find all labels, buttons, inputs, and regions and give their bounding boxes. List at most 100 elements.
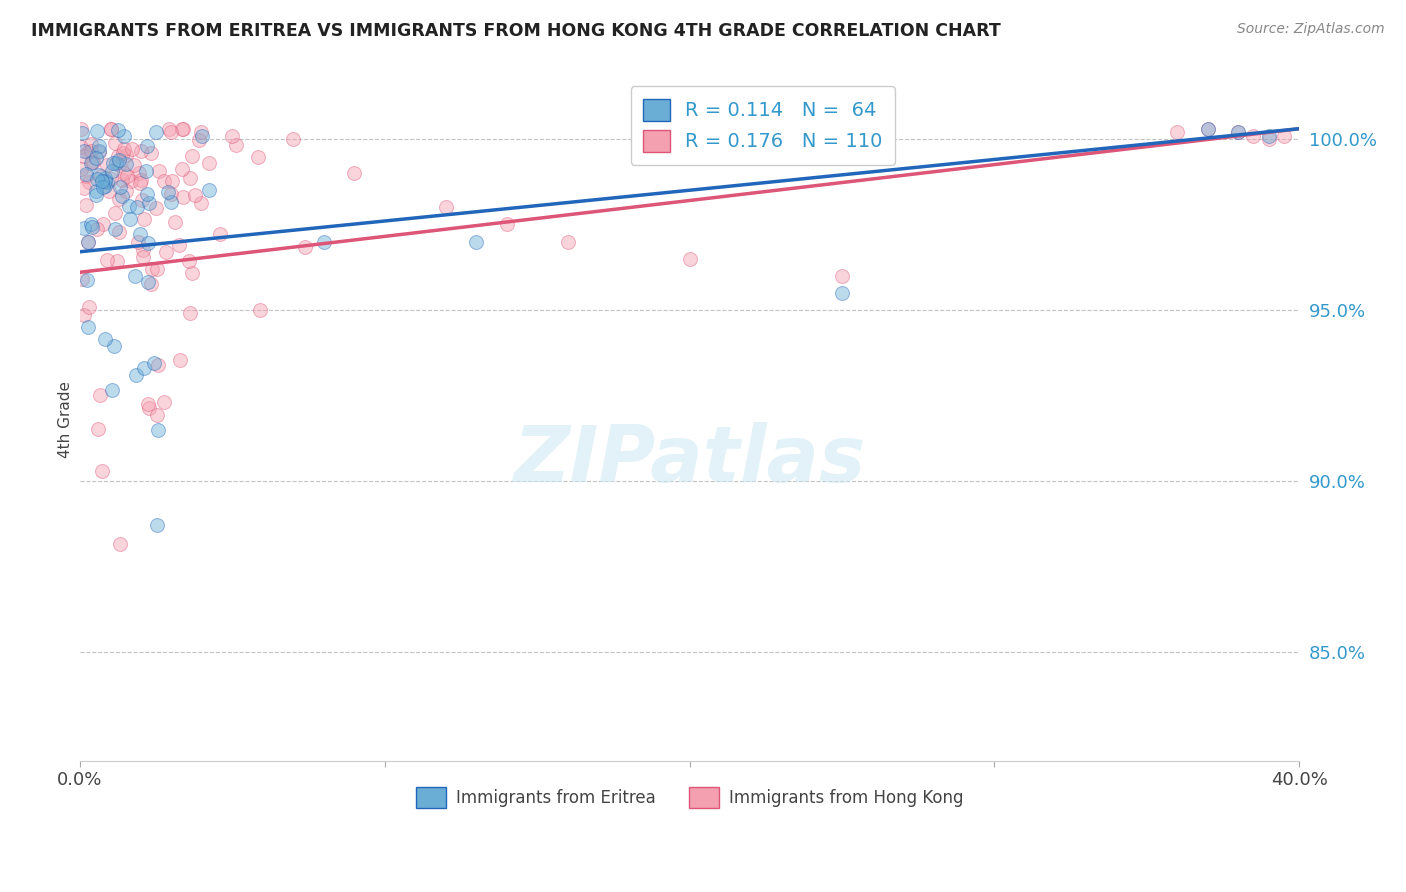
Point bbox=[138, 196, 160, 211]
Point bbox=[94, 332, 117, 346]
Point bbox=[172, 121, 194, 136]
Point bbox=[112, 166, 135, 180]
Point bbox=[1197, 121, 1219, 136]
Point bbox=[160, 174, 183, 188]
Point bbox=[90, 169, 112, 183]
Point bbox=[179, 305, 201, 319]
Point bbox=[69, 121, 91, 136]
Point bbox=[103, 339, 125, 353]
Text: Source: ZipAtlas.com: Source: ZipAtlas.com bbox=[1237, 22, 1385, 37]
Point bbox=[75, 167, 97, 181]
Point bbox=[134, 360, 156, 375]
Point bbox=[132, 250, 155, 264]
Point bbox=[678, 252, 700, 266]
Point bbox=[79, 217, 101, 231]
Point bbox=[198, 156, 221, 170]
Point bbox=[86, 172, 108, 186]
Point bbox=[80, 144, 103, 158]
Point bbox=[75, 197, 97, 211]
Point bbox=[831, 268, 853, 283]
Point bbox=[146, 408, 169, 422]
Point bbox=[188, 133, 211, 147]
Point bbox=[128, 166, 150, 180]
Point bbox=[146, 423, 169, 437]
Point bbox=[152, 174, 174, 188]
Point bbox=[129, 227, 152, 242]
Point bbox=[91, 464, 114, 478]
Point bbox=[143, 356, 166, 370]
Point bbox=[129, 172, 152, 186]
Point bbox=[160, 195, 183, 210]
Point bbox=[181, 266, 204, 280]
Point bbox=[136, 397, 159, 411]
Point bbox=[100, 121, 122, 136]
Point bbox=[177, 253, 200, 268]
Point bbox=[160, 125, 183, 139]
Point bbox=[82, 154, 104, 169]
Point bbox=[190, 196, 212, 211]
Point bbox=[125, 368, 148, 382]
Text: IMMIGRANTS FROM ERITREA VS IMMIGRANTS FROM HONG KONG 4TH GRADE CORRELATION CHART: IMMIGRANTS FROM ERITREA VS IMMIGRANTS FR… bbox=[31, 22, 1001, 40]
Point bbox=[127, 235, 149, 249]
Point bbox=[180, 149, 202, 163]
Point bbox=[73, 181, 96, 195]
Point bbox=[434, 200, 457, 214]
Point bbox=[169, 352, 191, 367]
Point bbox=[197, 184, 219, 198]
Point bbox=[312, 235, 335, 249]
Point bbox=[141, 145, 163, 160]
Point bbox=[84, 188, 107, 202]
Point bbox=[93, 179, 115, 194]
Point bbox=[170, 161, 193, 176]
Point bbox=[343, 166, 366, 180]
Point bbox=[73, 144, 96, 158]
Point bbox=[107, 225, 129, 239]
Point bbox=[87, 144, 110, 158]
Point bbox=[84, 184, 107, 198]
Point bbox=[1227, 125, 1250, 139]
Point bbox=[105, 156, 128, 170]
Point bbox=[77, 301, 100, 315]
Point bbox=[146, 262, 169, 277]
Point bbox=[495, 218, 517, 232]
Point bbox=[125, 200, 148, 214]
Point bbox=[153, 394, 176, 409]
Point bbox=[115, 157, 138, 171]
Point bbox=[118, 212, 141, 227]
Point bbox=[80, 156, 103, 170]
Point bbox=[100, 121, 122, 136]
Point bbox=[75, 169, 97, 184]
Point bbox=[69, 140, 91, 154]
Point bbox=[138, 401, 160, 415]
Point bbox=[1257, 132, 1279, 146]
Point bbox=[114, 184, 136, 198]
Point bbox=[108, 180, 131, 194]
Point bbox=[101, 163, 124, 178]
Point bbox=[132, 211, 155, 226]
Point bbox=[86, 222, 108, 236]
Point bbox=[163, 214, 186, 228]
Point bbox=[87, 422, 110, 436]
Text: ZIPatlas: ZIPatlas bbox=[513, 422, 866, 499]
Point bbox=[283, 132, 305, 146]
Point bbox=[139, 277, 162, 291]
Point bbox=[1257, 128, 1279, 143]
Point bbox=[145, 201, 167, 215]
Point bbox=[104, 205, 127, 219]
Point bbox=[115, 169, 138, 183]
Point bbox=[1227, 125, 1250, 139]
Point bbox=[89, 387, 111, 401]
Point bbox=[91, 174, 114, 188]
Point bbox=[156, 185, 179, 199]
Point bbox=[98, 184, 121, 198]
Point bbox=[160, 187, 183, 202]
Legend: Immigrants from Eritrea, Immigrants from Hong Kong: Immigrants from Eritrea, Immigrants from… bbox=[409, 780, 970, 814]
Point bbox=[91, 179, 114, 194]
Point bbox=[72, 149, 94, 163]
Point bbox=[73, 220, 96, 235]
Point bbox=[77, 235, 100, 249]
Point bbox=[103, 222, 125, 236]
Point bbox=[148, 164, 170, 178]
Point bbox=[87, 168, 110, 182]
Point bbox=[145, 125, 167, 139]
